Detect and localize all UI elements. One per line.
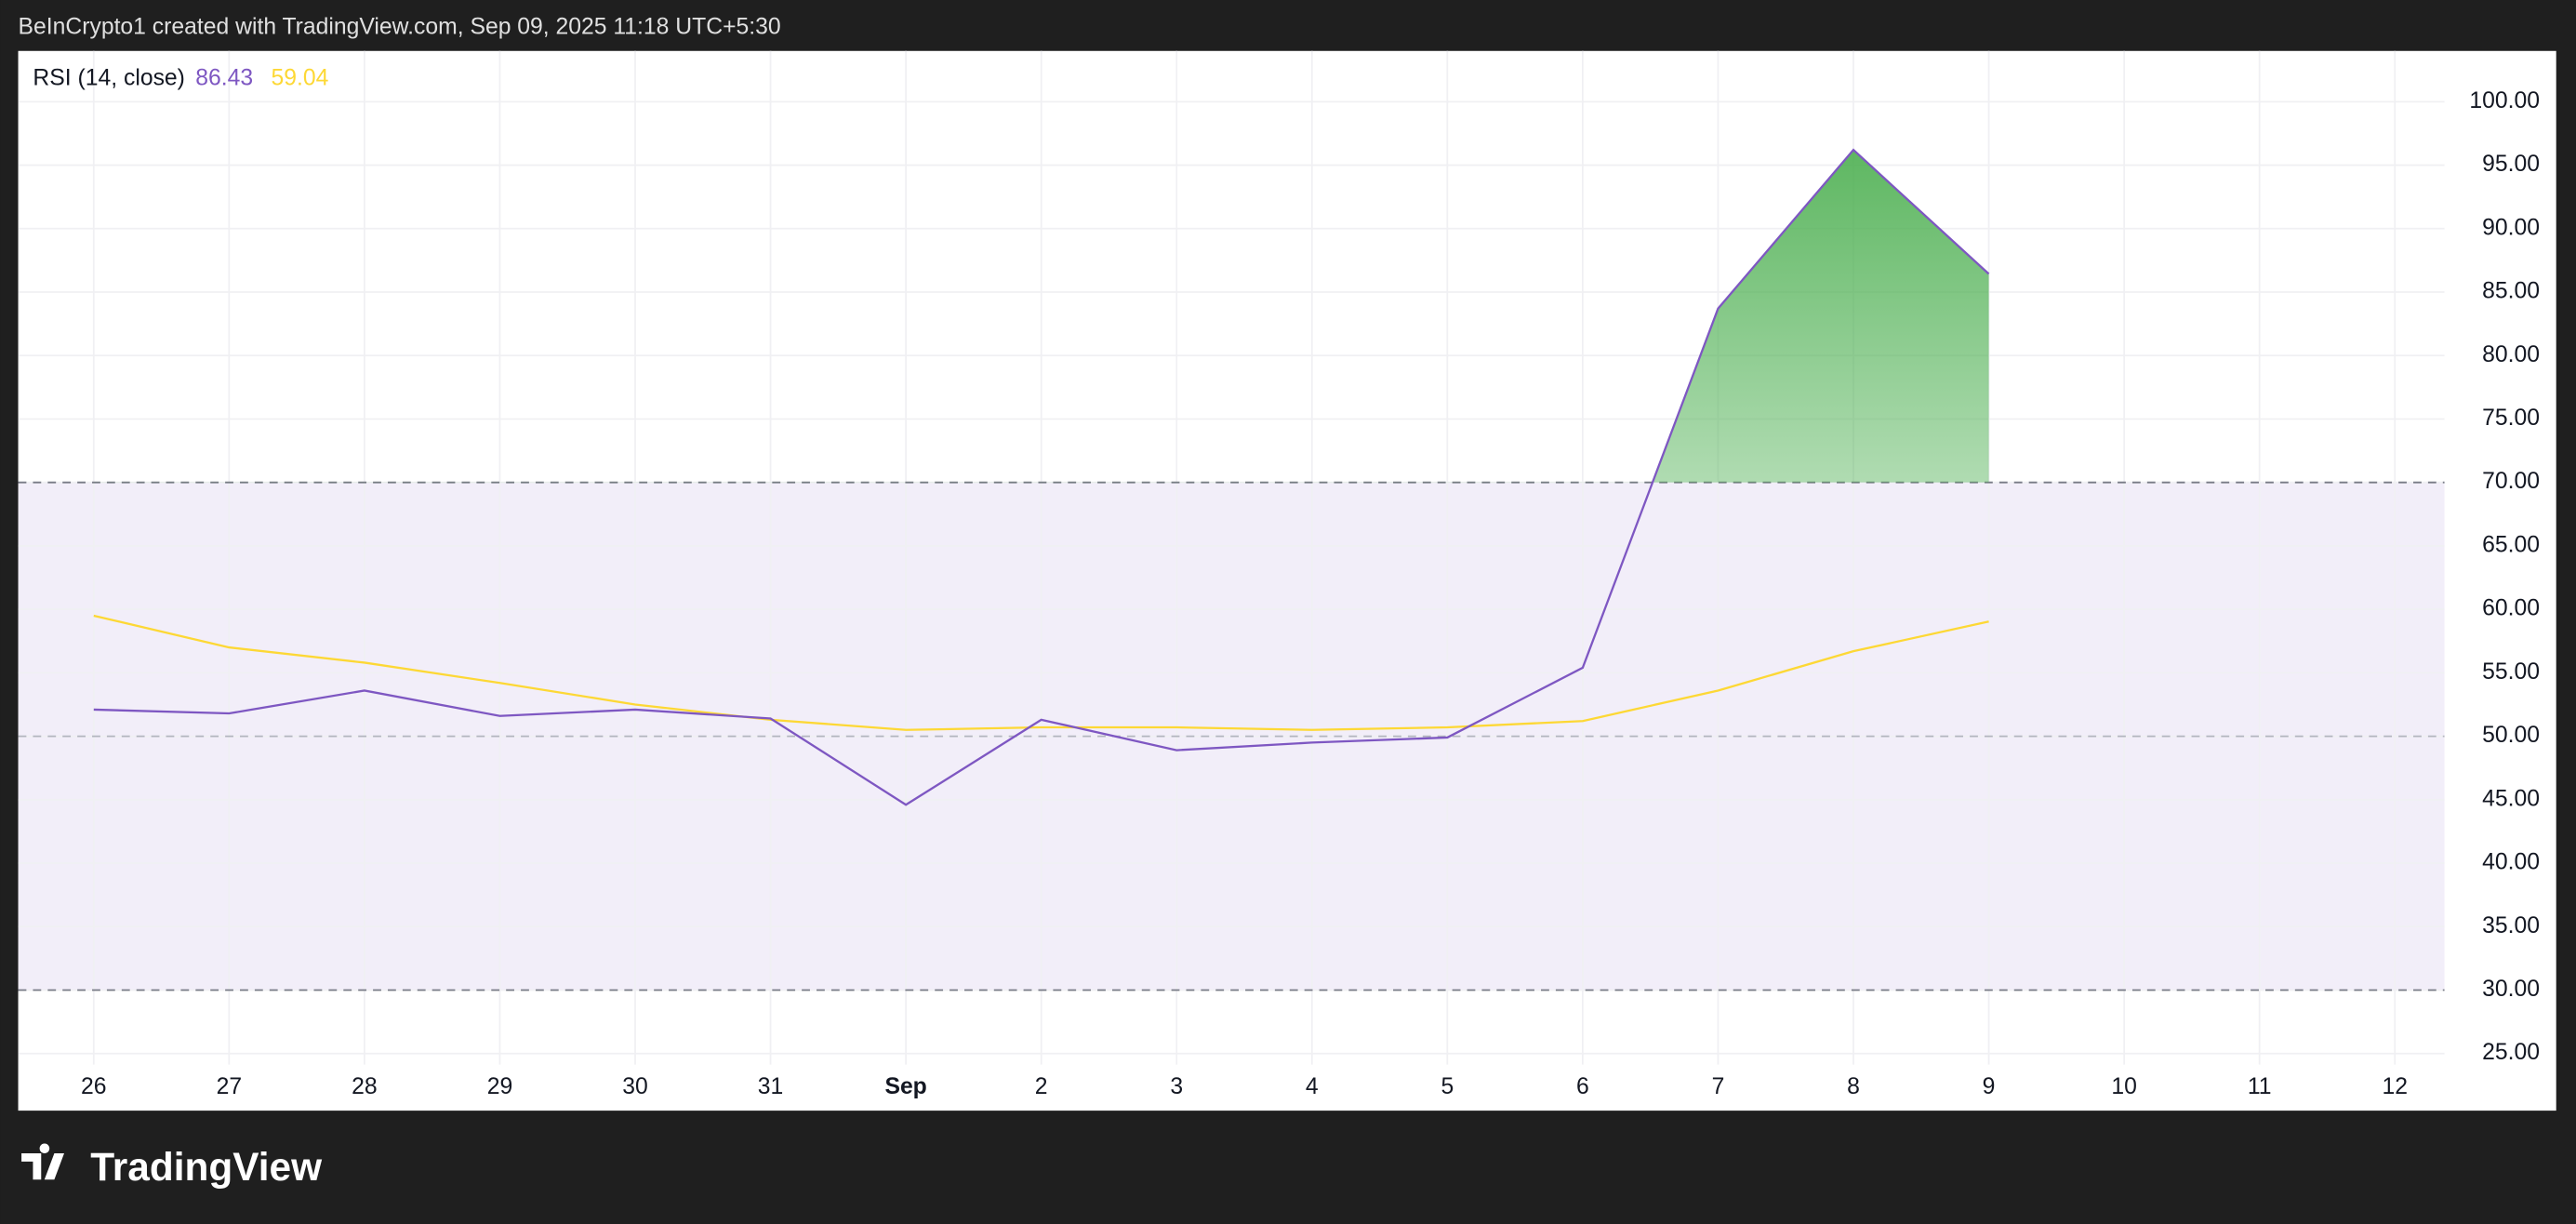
y-tick-label: 45.00 <box>2482 786 2540 811</box>
y-tick-label: 55.00 <box>2482 659 2540 685</box>
logo: TradingView <box>21 1143 323 1189</box>
x-tick-label: Sep <box>884 1074 926 1099</box>
y-tick-label: 95.00 <box>2482 152 2540 177</box>
legend-value: 86.43 <box>195 65 253 90</box>
y-tick-label: 65.00 <box>2482 532 2540 557</box>
x-tick-label: 31 <box>758 1074 784 1099</box>
x-tick-label: 9 <box>1983 1074 1996 1099</box>
x-tick-label: 10 <box>2111 1074 2137 1099</box>
y-tick-label: 60.00 <box>2482 596 2540 621</box>
y-tick-label: 70.00 <box>2482 469 2540 494</box>
y-tick-label: 40.00 <box>2482 850 2540 875</box>
x-tick-label: 2 <box>1035 1074 1048 1099</box>
y-tick-label: 75.00 <box>2482 406 2540 431</box>
x-tick-label: 8 <box>1847 1074 1860 1099</box>
y-tick-label: 35.00 <box>2482 913 2540 938</box>
x-tick-label: 29 <box>487 1074 513 1099</box>
y-tick-label: 25.00 <box>2482 1040 2540 1065</box>
y-tick-label: 90.00 <box>2482 215 2540 240</box>
x-tick-label: 7 <box>1712 1074 1725 1099</box>
x-tick-label: 5 <box>1441 1074 1454 1099</box>
x-tick-label: 30 <box>622 1074 648 1099</box>
x-tick-label: 26 <box>81 1074 107 1099</box>
x-tick-label: 12 <box>2382 1074 2408 1099</box>
x-tick-label: 28 <box>352 1074 378 1099</box>
series-line <box>93 148 1990 806</box>
y-tick-label: 85.00 <box>2482 279 2540 304</box>
y-tick-label: 30.00 <box>2482 977 2540 1002</box>
legend-title: RSI (14, close) <box>33 65 184 90</box>
series-line <box>93 614 1989 731</box>
footer: TradingView <box>90 1145 323 1189</box>
x-tick-label: 27 <box>217 1074 243 1099</box>
y-tick-label: 100.00 <box>2469 88 2540 113</box>
y-tick-label: 80.00 <box>2482 342 2540 367</box>
plot-background <box>18 50 2556 1111</box>
x-tick-label: 11 <box>2248 1074 2272 1099</box>
y-tick-label: 50.00 <box>2482 723 2540 748</box>
x-tick-label: 4 <box>1306 1074 1319 1099</box>
legend-value: 59.04 <box>272 65 329 90</box>
header: BeInCrypto1 created with TradingView.com… <box>19 15 781 40</box>
x-tick-label: 3 <box>1170 1074 1183 1099</box>
logo-icon <box>21 1143 64 1180</box>
overbought-fill <box>1652 150 1989 483</box>
x-tick-label: 6 <box>1576 1074 1589 1099</box>
